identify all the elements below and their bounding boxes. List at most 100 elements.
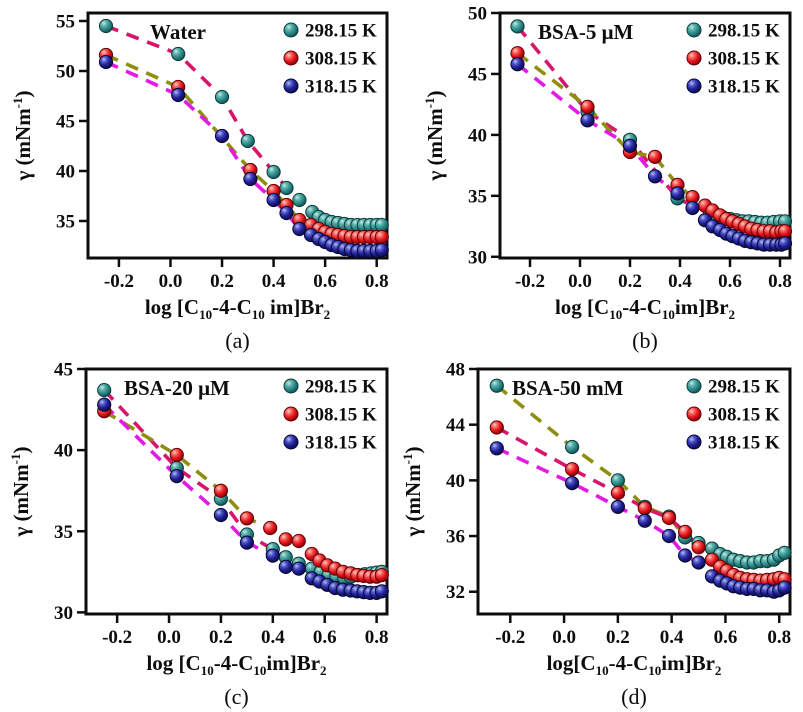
axes: -0.2 0.0 0.2 0.4 0.6 0.8 32 36 40 44 48	[446, 360, 792, 648]
x-axis-label: log [C10-4-C10im]Br2	[146, 651, 326, 678]
x-tick-label: 0.2	[209, 627, 233, 648]
y-tick-label: 30	[54, 603, 73, 624]
legend: 298.15 K 308.15 K 318.15 K	[686, 377, 780, 454]
y-tick-label: 35	[468, 186, 487, 207]
data-point	[239, 511, 254, 526]
legend-label: 298.15 K	[708, 21, 780, 42]
panel-b: -0.2 0.0 0.2 0.4 0.6 0.8 30 35 40 45 50 γ (mNm-1) lo…	[400, 0, 803, 356]
data-point	[777, 236, 793, 251]
y-axis-label: γ (mNm-1)	[8, 446, 33, 537]
panel-title: BSA-20 μM	[124, 376, 230, 400]
data-point	[266, 192, 281, 208]
legend-label: 318.15 K	[708, 433, 780, 454]
x-tick-label: 0.0	[552, 627, 576, 648]
x-tick-label: -0.2	[515, 271, 545, 292]
x-tick-label: 0.8	[767, 627, 791, 648]
data-point	[580, 113, 595, 128]
x-tick-label: 0.4	[261, 627, 285, 648]
data-point	[691, 540, 706, 555]
data-point	[565, 462, 580, 477]
legend-label: 318.15 K	[305, 433, 377, 454]
y-tick-label: 55	[56, 12, 75, 33]
y-tick-label: 32	[446, 582, 465, 603]
y-tick-label: 35	[54, 522, 73, 543]
data-point	[278, 532, 293, 547]
legend-label: 308.15 K	[305, 405, 377, 426]
axes: -0.2 0.0 0.2 0.4 0.6 0.8 30 35 40 45	[54, 360, 389, 648]
data-point	[169, 469, 184, 484]
data-point	[637, 501, 652, 516]
x-tick-label: -0.2	[102, 627, 132, 648]
panel-letter: (c)	[224, 684, 248, 709]
x-tick-label: 0.2	[210, 271, 234, 292]
x-tick-label: 0.8	[365, 271, 389, 292]
legend-label: 308.15 K	[305, 49, 377, 70]
data-point	[169, 447, 184, 463]
data-point	[214, 89, 230, 105]
legend-marker-navy	[686, 78, 702, 94]
legend-marker-teal	[686, 378, 702, 394]
data-point	[278, 559, 293, 574]
panel-c: -0.2 0.0 0.2 0.4 0.6 0.8 30 35 40 45 γ (mNm-1) log …	[0, 356, 400, 712]
panel-background	[400, 356, 803, 712]
axes: -0.2 0.0 0.2 0.4 0.6 0.8 35 40 45 50 55	[56, 11, 389, 292]
legend: 298.15 K 308.15 K 318.15 K	[283, 21, 377, 98]
y-tick-label: 40	[468, 125, 487, 146]
legend: 298.15 K 308.15 K 318.15 K	[686, 21, 780, 98]
x-tick-label: 0.6	[714, 627, 738, 648]
legend-marker-navy	[283, 434, 299, 450]
data-point	[98, 54, 114, 70]
data-point	[489, 420, 504, 435]
series-318.15-K	[510, 57, 793, 252]
data-point	[647, 149, 663, 164]
y-tick-label: 50	[56, 62, 75, 83]
data-point	[510, 19, 525, 34]
data-point	[691, 555, 706, 570]
y-tick-label: 50	[468, 4, 487, 25]
data-point	[661, 528, 677, 544]
data-point	[374, 568, 389, 583]
panel-title: Water	[150, 20, 206, 44]
data-point	[97, 382, 112, 398]
y-axis-label: γ (mNm-1)	[422, 90, 447, 181]
panel-background	[0, 0, 400, 356]
data-point	[678, 548, 693, 563]
data-point	[777, 580, 792, 595]
y-axis-label: γ (mNm-1)	[400, 446, 425, 537]
chart-panel-c: -0.2 0.0 0.2 0.4 0.6 0.8 30 35 40 45 γ (mNm-1) log …	[0, 356, 400, 712]
panel-letter: (b)	[632, 328, 658, 353]
data-point	[374, 229, 389, 245]
y-tick-label: 44	[446, 415, 466, 436]
series-318.15-K	[97, 397, 389, 600]
data-point	[777, 224, 793, 239]
chart-panel-b: -0.2 0.0 0.2 0.4 0.6 0.8 30 35 40 45 50 γ (mNm-1) lo…	[400, 0, 803, 356]
data-point	[263, 520, 278, 536]
data-point	[171, 46, 186, 62]
y-tick-label: 40	[54, 441, 73, 462]
data-point	[580, 99, 595, 115]
legend-marker-navy	[686, 434, 702, 450]
series-318.15-K	[489, 441, 792, 599]
x-axis-label: log[C10-4-C10im]Br2	[547, 651, 722, 678]
series-298.15-K	[489, 378, 792, 570]
legend-marker-red	[686, 406, 702, 422]
y-tick-label: 40	[446, 471, 465, 492]
data-point	[565, 439, 580, 455]
x-tick-label: -0.2	[495, 627, 525, 648]
y-tick-label: 45	[468, 64, 487, 85]
legend-label: 298.15 K	[305, 377, 377, 398]
legend-marker-teal	[686, 22, 702, 38]
legend-marker-red	[283, 50, 299, 66]
data-point	[214, 128, 230, 144]
x-tick-label: 0.4	[660, 627, 684, 648]
x-tick-label: 0.4	[262, 271, 286, 292]
data-point	[489, 441, 504, 456]
data-point	[610, 499, 625, 514]
legend-marker-red	[686, 50, 702, 66]
data-point	[637, 513, 652, 528]
x-tick-label: 0.6	[313, 271, 337, 292]
data-point	[279, 205, 294, 221]
plot-frame	[86, 11, 389, 260]
panel-title: BSA-50 mM	[512, 376, 624, 400]
